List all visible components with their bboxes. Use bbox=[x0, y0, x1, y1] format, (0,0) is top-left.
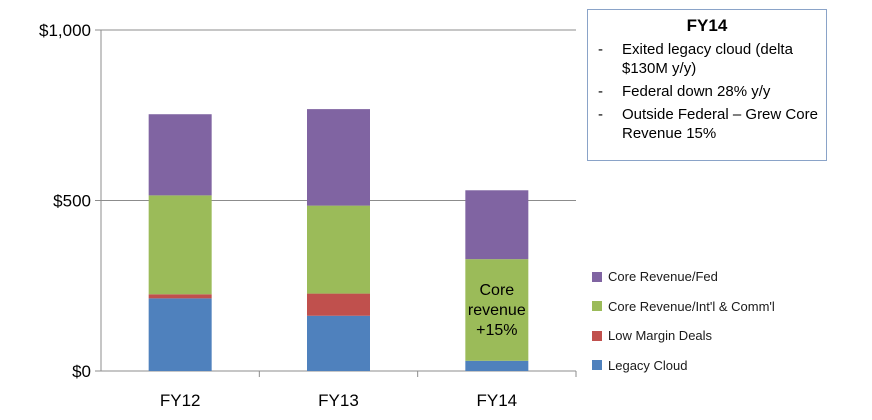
legend-item-core-fed: Core Revenue/Fed bbox=[592, 262, 775, 292]
callout-title: FY14 bbox=[686, 16, 728, 35]
y-tick-label: $500 bbox=[53, 192, 91, 211]
bar-segment bbox=[148, 298, 212, 371]
callout-bullet: - bbox=[598, 83, 603, 100]
callout-item-text: Exited legacy cloud (delta $130M y/y) bbox=[622, 41, 793, 77]
bar-segment bbox=[307, 109, 370, 206]
x-tick-label: FY13 bbox=[318, 391, 359, 410]
bar-annotation-line: +15% bbox=[476, 322, 517, 339]
callout-bullet: - bbox=[598, 106, 603, 123]
bar-segment bbox=[148, 114, 212, 196]
legend-swatch bbox=[592, 271, 602, 282]
callout-item: - Exited legacy cloud (delta $130M y/y) bbox=[596, 40, 818, 78]
callout-item: - Outside Federal – Grew Core Revenue 15% bbox=[596, 105, 818, 143]
bar-segment bbox=[465, 360, 529, 371]
bar-annotation-line: Core bbox=[479, 282, 514, 299]
legend-swatch bbox=[592, 301, 602, 312]
legend-item-core-intl: Core Revenue/Int'l & Comm'l bbox=[592, 292, 775, 322]
legend-label: Legacy Cloud bbox=[608, 357, 688, 373]
bar-segment bbox=[307, 315, 370, 371]
legend-label: Low Margin Deals bbox=[608, 328, 713, 344]
bar-segment bbox=[307, 205, 370, 294]
callout-bullet: - bbox=[598, 41, 603, 58]
chart-legend: Core Revenue/Fed Core Revenue/Int'l & Co… bbox=[592, 262, 775, 380]
bar-annotation-line: revenue bbox=[468, 302, 526, 319]
x-tick-label: FY12 bbox=[160, 391, 201, 410]
bar-segment bbox=[148, 294, 212, 299]
legend-swatch bbox=[592, 360, 602, 371]
legend-swatch bbox=[592, 330, 602, 341]
callout-item: - Federal down 28% y/y bbox=[596, 82, 818, 101]
bar-segment bbox=[465, 190, 529, 260]
bar-segment bbox=[465, 259, 529, 361]
bar-segment bbox=[307, 293, 370, 316]
legend-label: Core Revenue/Fed bbox=[608, 269, 718, 285]
y-tick-label: $0 bbox=[72, 362, 91, 381]
bar-segment bbox=[148, 195, 212, 295]
fy14-callout-box: FY14 - Exited legacy cloud (delta $130M y… bbox=[587, 9, 827, 161]
legend-item-legacy-cloud: Legacy Cloud bbox=[592, 351, 775, 381]
legend-label: Core Revenue/Int'l & Comm'l bbox=[608, 298, 775, 314]
x-tick-label: FY14 bbox=[477, 391, 518, 410]
y-tick-label: $1,000 bbox=[39, 21, 91, 40]
callout-item-text: Federal down 28% y/y bbox=[622, 83, 771, 100]
legend-item-low-margin: Low Margin Deals bbox=[592, 321, 775, 351]
callout-item-text: Outside Federal – Grew Core Revenue 15% bbox=[622, 106, 818, 142]
callout-list: - Exited legacy cloud (delta $130M y/y) -… bbox=[596, 40, 818, 143]
